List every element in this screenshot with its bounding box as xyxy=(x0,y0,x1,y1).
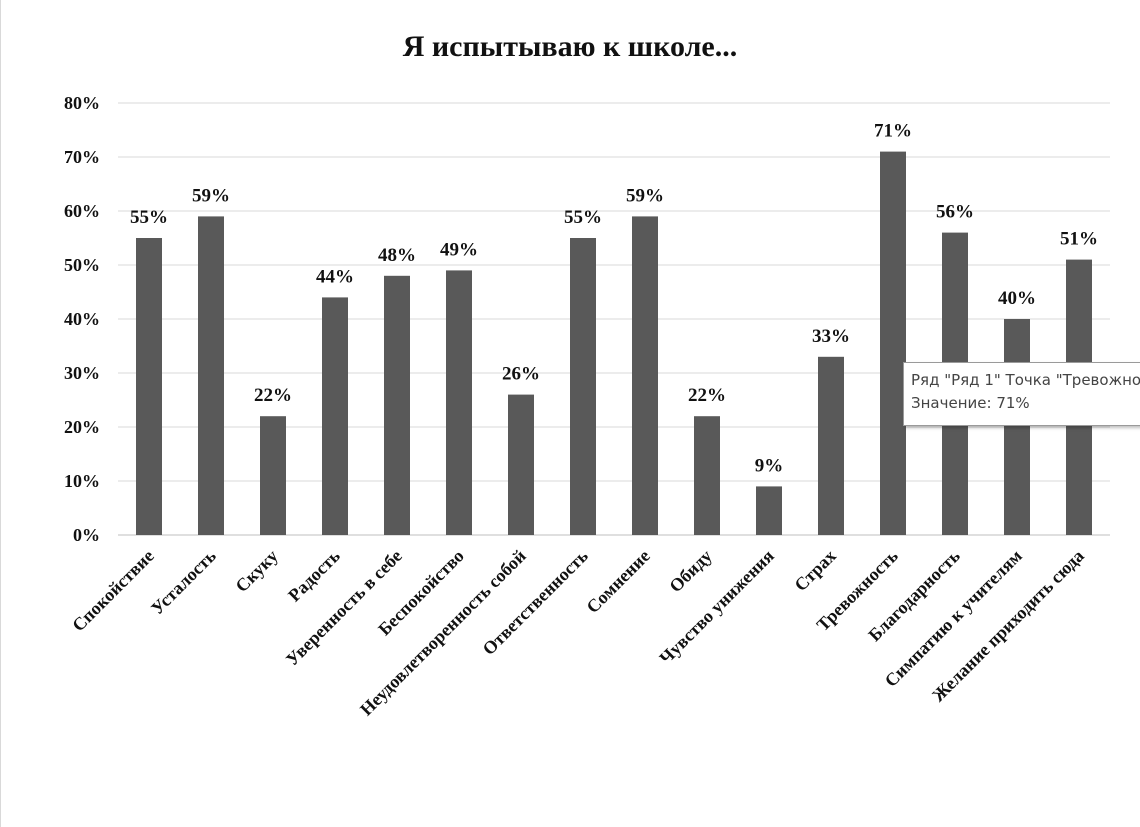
bar[interactable] xyxy=(322,297,348,535)
y-tick-label: 40% xyxy=(64,309,100,329)
bar[interactable] xyxy=(756,486,782,535)
x-tick-label: Усталость xyxy=(147,545,220,618)
bar[interactable] xyxy=(384,275,410,535)
data-label: 51% xyxy=(1060,229,1098,250)
x-tick-label: Уверенность в себе xyxy=(282,546,406,670)
bar[interactable] xyxy=(446,270,472,535)
data-label: 55% xyxy=(130,207,168,228)
data-label: 71% xyxy=(874,121,912,142)
y-tick-label: 60% xyxy=(64,201,100,221)
data-label: 55% xyxy=(564,207,602,228)
data-label: 26% xyxy=(502,364,540,385)
y-tick-label: 70% xyxy=(64,147,100,167)
y-tick-label: 80% xyxy=(64,93,100,113)
bar[interactable] xyxy=(508,394,534,535)
y-tick-label: 0% xyxy=(73,525,100,545)
data-label: 22% xyxy=(254,385,292,406)
data-label: 59% xyxy=(192,185,230,206)
bar[interactable] xyxy=(632,216,658,535)
chart-title: Я испытываю к школе... xyxy=(402,30,738,63)
bar[interactable] xyxy=(136,238,162,535)
data-label: 56% xyxy=(936,202,974,223)
data-label: 44% xyxy=(316,266,354,287)
y-tick-label: 50% xyxy=(64,255,100,275)
data-label: 33% xyxy=(812,326,850,347)
x-tick-label: Чувство унижения xyxy=(655,546,778,669)
x-tick-label: Скуку xyxy=(231,546,281,596)
data-label: 40% xyxy=(998,288,1036,309)
bar[interactable] xyxy=(1004,319,1030,535)
x-tick-label: Ответственность xyxy=(479,545,593,659)
y-tick-label: 30% xyxy=(64,363,100,383)
data-label: 59% xyxy=(626,185,664,206)
x-tick-label: Спокойствие xyxy=(68,546,158,636)
bar[interactable] xyxy=(260,416,286,535)
x-tick-label: Страх xyxy=(790,546,839,595)
bar[interactable] xyxy=(818,356,844,535)
chart-border xyxy=(0,0,1,827)
data-label: 48% xyxy=(378,245,416,266)
bar[interactable] xyxy=(570,238,596,535)
data-label: 49% xyxy=(440,239,478,260)
data-point-tooltip: Ряд "Ряд 1" Точка "Тревожность" Значение… xyxy=(903,362,1140,426)
tooltip-series-point: Ряд "Ряд 1" Точка "Тревожность" xyxy=(911,371,1140,389)
y-tick-label: 10% xyxy=(64,471,100,491)
bar[interactable] xyxy=(880,151,906,535)
data-label: 22% xyxy=(688,385,726,406)
x-tick-label: Сомнение xyxy=(582,546,653,617)
x-tick-label: Обиду xyxy=(665,546,716,597)
x-tick-label: Радость xyxy=(284,545,344,605)
bar[interactable] xyxy=(694,416,720,535)
bar[interactable] xyxy=(198,216,224,535)
tooltip-value: Значение: 71% xyxy=(911,394,1030,412)
y-tick-label: 20% xyxy=(64,417,100,437)
data-label: 9% xyxy=(755,455,784,476)
